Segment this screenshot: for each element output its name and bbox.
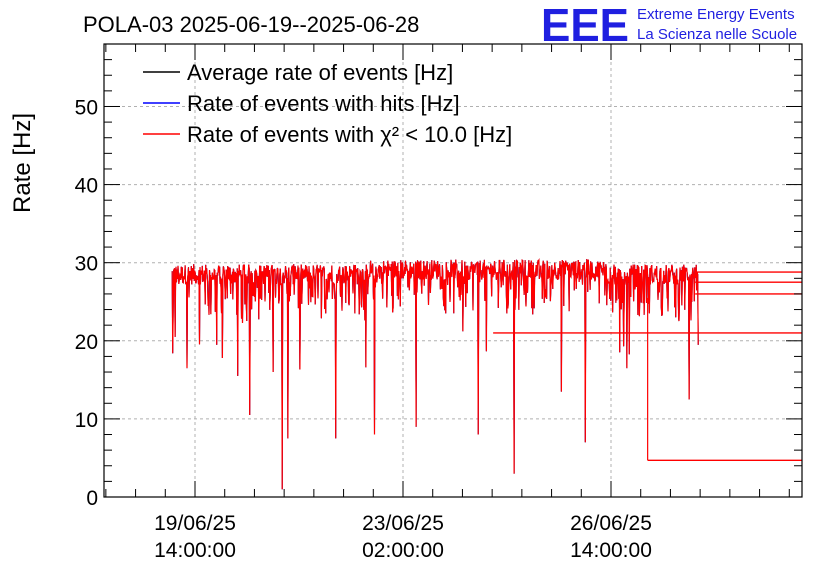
logo-line1: Extreme Energy Events [637, 6, 795, 23]
chart-title: POLA-03 2025-06-19--2025-06-28 [83, 12, 419, 37]
gridlines [104, 44, 802, 497]
x-tick-date: 26/06/25 [570, 512, 652, 535]
logo-mark: EEE [541, 0, 629, 51]
legend-label-chi2: Rate of events with χ² < 10.0 [Hz] [187, 122, 512, 147]
series-chi2-line [171, 258, 699, 490]
y-tick-label: 0 [86, 487, 98, 510]
x-tick-time: 14:00:00 [570, 539, 652, 562]
y-tick-label: 40 [75, 175, 98, 198]
y-tick-label: 50 [75, 96, 98, 119]
plot-frame [103, 43, 803, 498]
y-tick-label: 30 [75, 253, 98, 276]
x-tick-date: 19/06/25 [154, 512, 236, 535]
legend-label-average: Average rate of events [Hz] [187, 60, 453, 85]
eee-logo: EEE Extreme Energy Events La Scienza nel… [541, 0, 797, 51]
y-axis-label: Rate [Hz] [9, 113, 36, 213]
plot-series [171, 258, 802, 490]
y-tick-label: 20 [75, 331, 98, 354]
x-tick-labels: 19/06/25 14:00:00 23/06/25 02:00:00 26/06/25… [154, 512, 652, 562]
legend: Average rate of events [Hz] Rate of even… [143, 60, 512, 147]
y-tick-labels: 0 10 20 30 40 50 [75, 96, 98, 510]
axis-ticks [104, 43, 802, 498]
y-tick-label: 10 [75, 409, 98, 432]
x-tick-time: 14:00:00 [154, 539, 236, 562]
logo-line2: La Scienza nelle Scuole [637, 26, 797, 43]
legend-label-hits: Rate of events with hits [Hz] [187, 91, 460, 116]
x-tick-date: 23/06/25 [362, 512, 444, 535]
x-tick-time: 02:00:00 [362, 539, 444, 562]
